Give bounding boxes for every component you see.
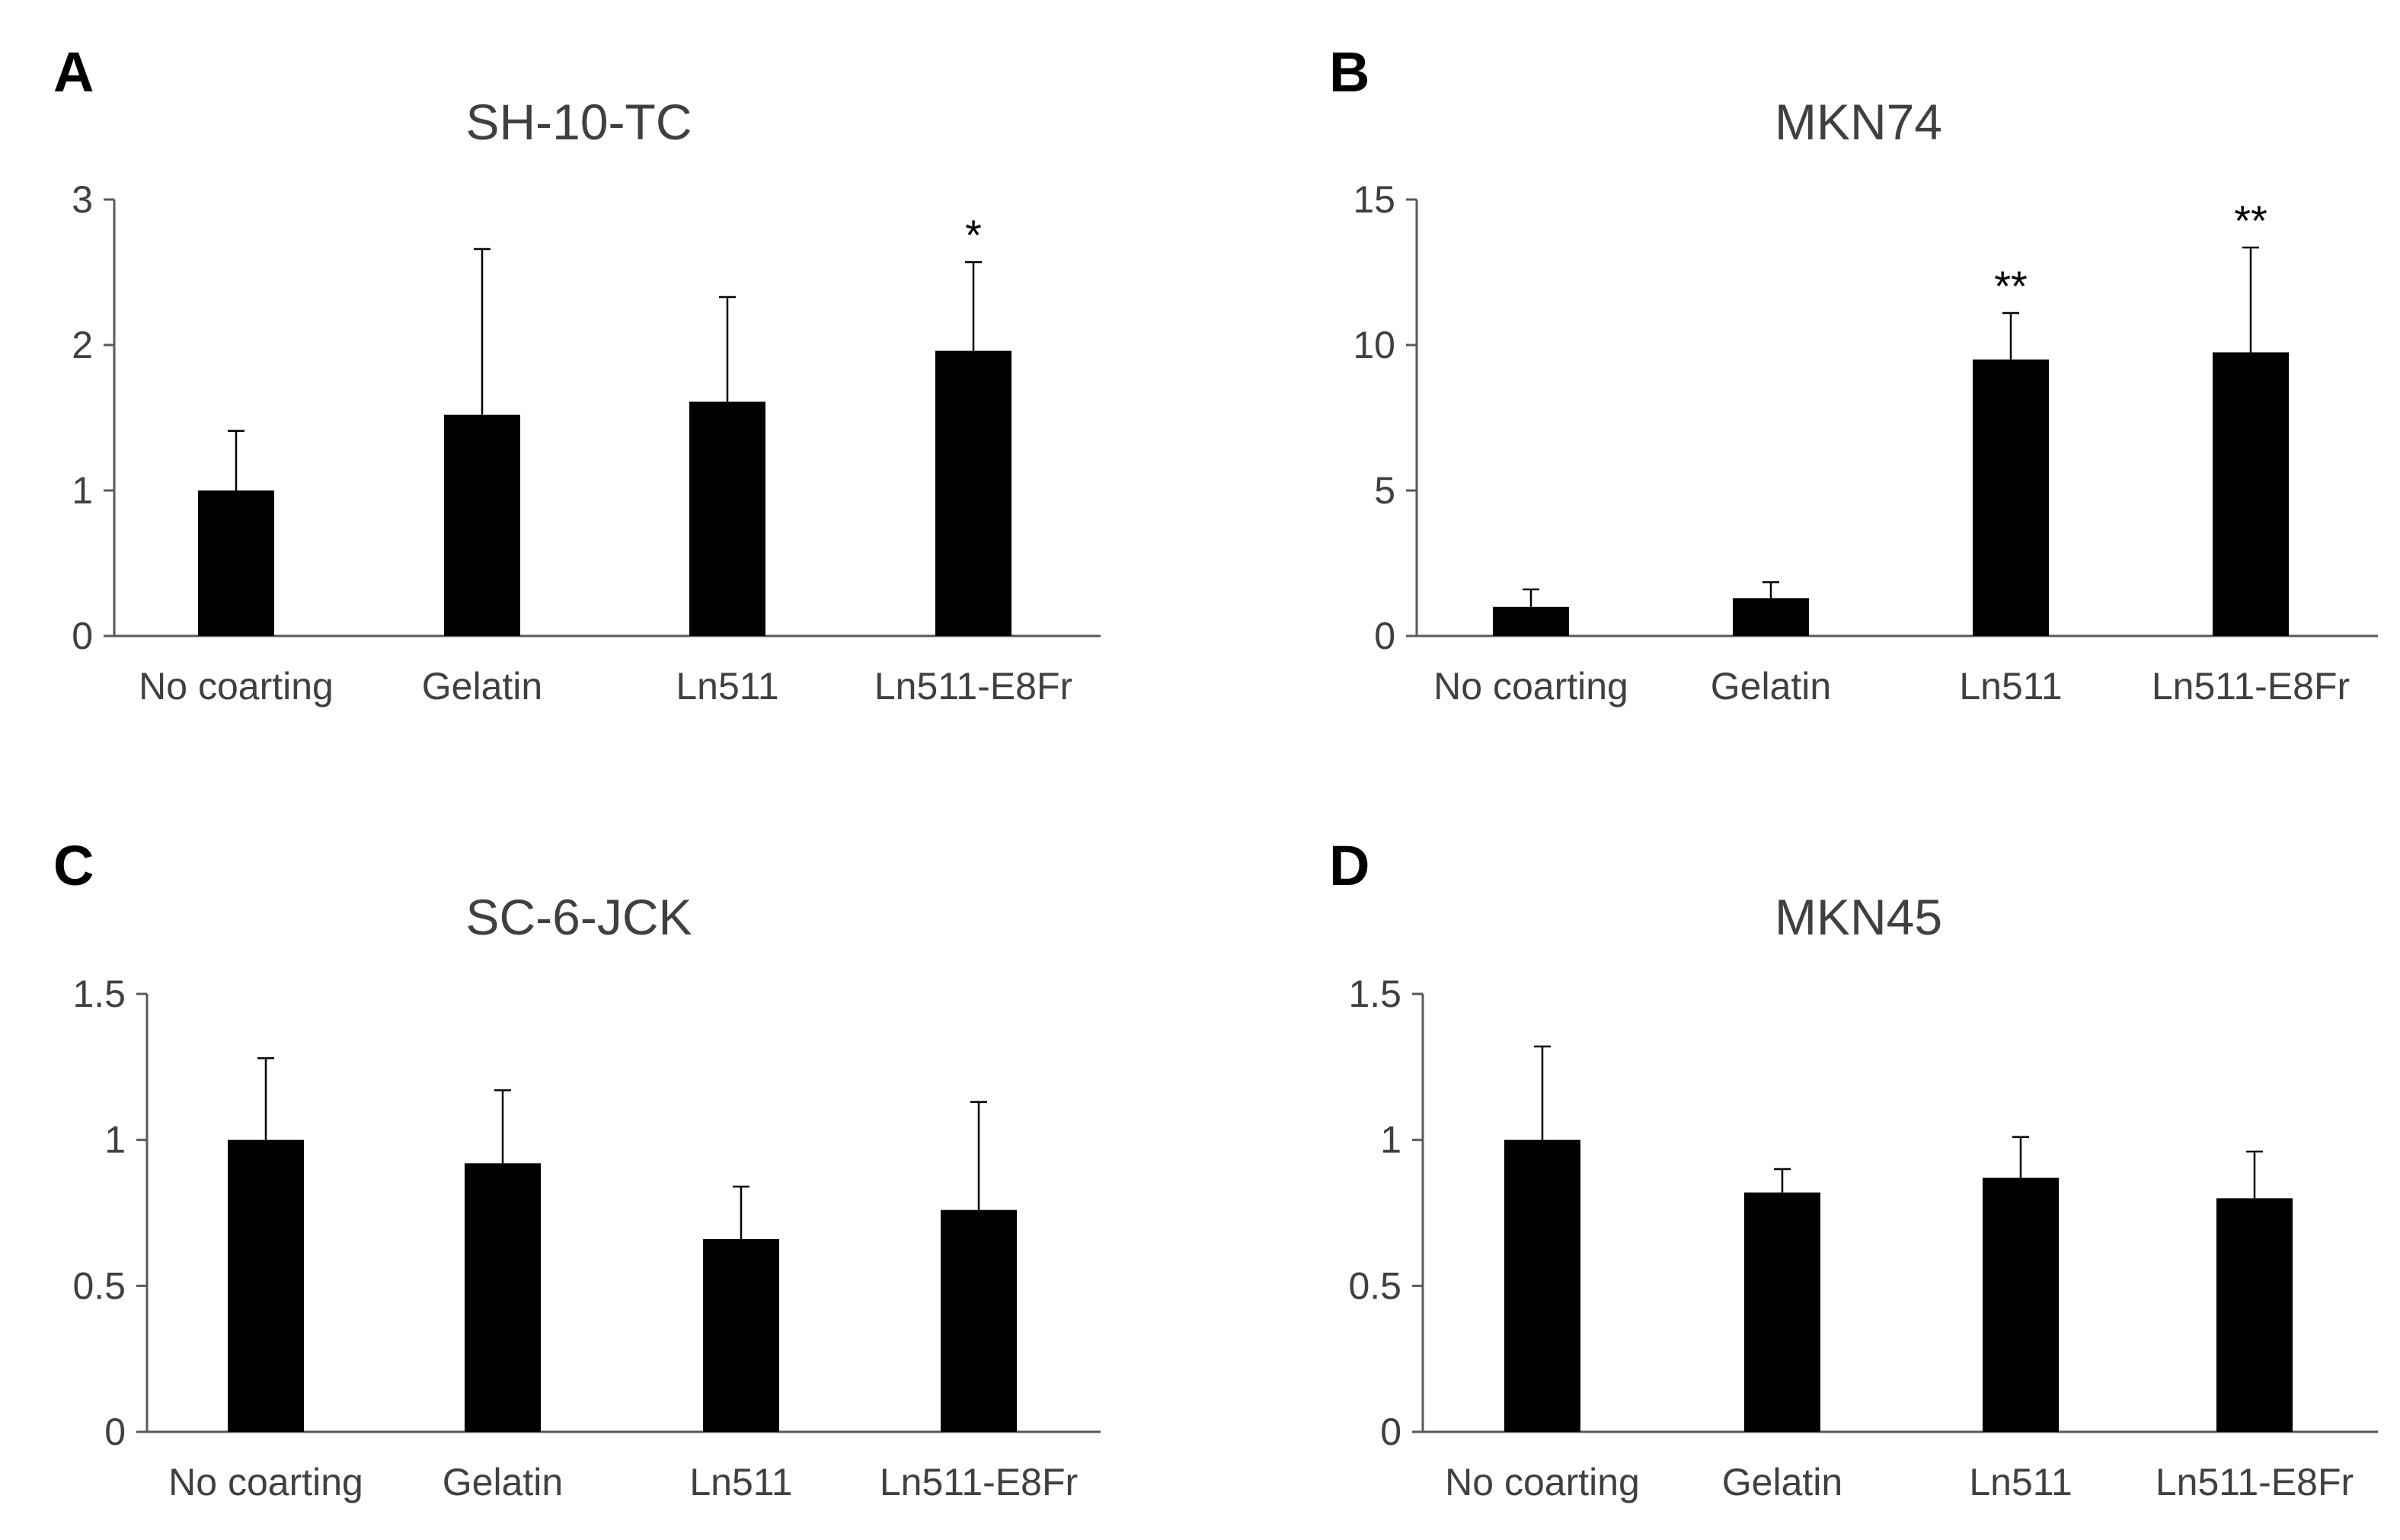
panel-b-title: MKN74 — [1775, 94, 1942, 150]
panel-c-y-tick-label: 0 — [104, 1411, 126, 1453]
panel-a-y-tick-label: 1 — [72, 469, 93, 512]
panel-d-bar — [2216, 1198, 2293, 1432]
panel-d-y-tick-label: 0.5 — [1348, 1264, 1401, 1307]
panel-b-significance-marker: ** — [2234, 196, 2267, 244]
panel-b-y-tick-label: 15 — [1353, 178, 1395, 221]
panel-a-y-tick-label: 0 — [72, 615, 93, 657]
panel-b-bar — [1733, 598, 1809, 636]
panel-c-category-label: Ln511 — [689, 1461, 792, 1503]
panel-d-category-label: Ln511-E8Fr — [2156, 1461, 2354, 1503]
panel-a-category-label: Gelatin — [422, 665, 542, 708]
panel-a-y-tick-label: 2 — [72, 324, 93, 366]
panel-a-bar — [444, 414, 520, 636]
panel-d-letter: D — [1329, 834, 1369, 897]
panel-a-letter: A — [53, 40, 94, 104]
panel-b-bar — [2213, 352, 2289, 636]
panel-d-category-label: Gelatin — [1722, 1461, 1842, 1503]
panel-c-category-label: No coarting — [168, 1461, 363, 1503]
panel-d-category-label: Ln511 — [1969, 1461, 2072, 1503]
panel-b-letter: B — [1329, 40, 1369, 104]
panel-d-bar — [1983, 1177, 2059, 1432]
panel-c-letter: C — [53, 834, 94, 897]
panel-a-title: SH-10-TC — [465, 94, 692, 150]
panel-b-bar — [1493, 606, 1569, 636]
panel-d-title: MKN45 — [1775, 889, 1942, 945]
panel-b-category-label: Gelatin — [1711, 665, 1831, 708]
panel-c-category-label: Ln511-E8Fr — [880, 1461, 1078, 1503]
panel-a-category-label: No coarting — [139, 665, 334, 708]
panel-c-title: SC-6-JCK — [465, 889, 692, 945]
panel-d-y-tick-label: 1 — [1380, 1119, 1401, 1161]
panel-c-bar — [703, 1239, 779, 1432]
panel-a-bar — [935, 350, 1011, 636]
panel-d-category-label: No coarting — [1445, 1461, 1640, 1503]
panel-b-category-label: Ln511 — [1959, 665, 2062, 708]
panel-c-bar — [465, 1163, 541, 1432]
panel-a-y-tick-label: 3 — [72, 178, 93, 221]
panel-b-y-tick-label: 5 — [1374, 469, 1395, 512]
panel-b-significance-marker: ** — [1994, 262, 2028, 310]
panel-a-significance-marker: * — [965, 211, 982, 259]
panel-b-y-tick-label: 0 — [1374, 615, 1395, 657]
panel-a-category-label: Ln511 — [676, 665, 778, 708]
panel-d-bar — [1504, 1139, 1580, 1432]
panel-c-bar — [941, 1209, 1017, 1432]
panel-a-bar — [689, 401, 765, 636]
panel-c-y-tick-label: 1 — [104, 1119, 126, 1161]
panel-c-y-tick-label: 1.5 — [72, 973, 126, 1015]
panel-a-category-label: Ln511-E8Fr — [874, 665, 1072, 708]
panel-c-category-label: Gelatin — [443, 1461, 563, 1503]
panel-b-bar — [1973, 359, 2049, 636]
panel-d-bar — [1744, 1192, 1820, 1432]
panel-c-bar — [228, 1139, 304, 1432]
panel-b-y-tick-label: 10 — [1353, 324, 1395, 366]
panel-b-category-label: No coarting — [1433, 665, 1628, 708]
panel-d-y-tick-label: 1.5 — [1348, 973, 1401, 1015]
panel-a-bar — [198, 490, 274, 636]
panel-c-y-tick-label: 0.5 — [72, 1264, 126, 1307]
panel-b-category-label: Ln511-E8Fr — [2152, 665, 2350, 708]
panel-d-y-tick-label: 0 — [1380, 1411, 1401, 1453]
